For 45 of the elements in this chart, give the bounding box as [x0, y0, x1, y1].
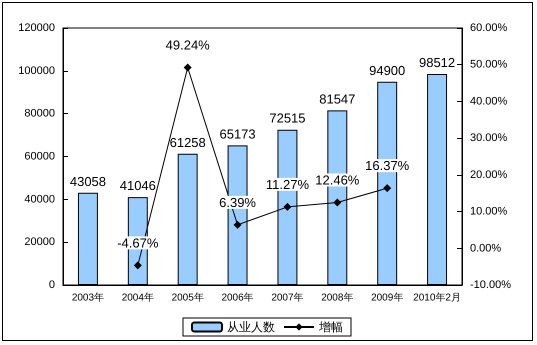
- data-label: -4.67%: [117, 235, 159, 250]
- point: [134, 261, 142, 270]
- data-label: 49.24%: [166, 38, 210, 53]
- x-tick-label: 2004年: [122, 292, 154, 304]
- y2-tick-label: 50.00%: [470, 58, 508, 71]
- data-label: 11.27%: [266, 176, 310, 192]
- data-label: 6.39%: [219, 194, 256, 210]
- data-label: 81547: [319, 91, 356, 106]
- x-tick-label: 2005年: [172, 292, 204, 304]
- data-label: 65173: [219, 126, 256, 142]
- point: [283, 202, 292, 211]
- y2-tick-label: 0.00%: [470, 242, 502, 254]
- data-label: 61258: [170, 134, 206, 150]
- data-label: 43058: [70, 174, 106, 189]
- y2-tick-label: 30.00%: [470, 132, 508, 144]
- point: [383, 184, 392, 192]
- y-tick-label: 0: [48, 279, 55, 291]
- point: [333, 198, 342, 207]
- y-tick-label: 40000: [24, 193, 55, 206]
- data-label: 16.37%: [365, 158, 410, 174]
- y-tick-label: 20000: [24, 236, 55, 248]
- x-tick-label: 2006年: [221, 292, 254, 304]
- data-label: 72515: [269, 110, 306, 126]
- x-tick-label: 2007年: [271, 292, 304, 304]
- y-tick-label: 100000: [18, 64, 55, 77]
- y2-tick-label: 60.00%: [470, 22, 508, 34]
- data-label: 12.46%: [315, 172, 360, 188]
- data-label: 98512: [418, 55, 456, 70]
- y2-tick-label: 20.00%: [470, 168, 508, 181]
- y2-tick-label: -10.00%: [470, 279, 512, 291]
- x-tick-label: 2003年: [72, 292, 104, 304]
- y-tick-label: 60000: [24, 150, 55, 162]
- y-tick-label: 120000: [18, 22, 55, 34]
- data-label: 94900: [369, 62, 406, 78]
- legend-label: 从业人数: [227, 320, 275, 334]
- data-label: 41046: [120, 178, 156, 194]
- point: [234, 220, 242, 229]
- point: [184, 64, 192, 72]
- x-tick-label: 2010年2月: [413, 292, 461, 304]
- x-tick-label: 2009年: [371, 292, 404, 304]
- y2-tick-label: 10.00%: [470, 206, 508, 218]
- y2-tick-label: 40.00%: [470, 95, 508, 108]
- legend-label: 增幅: [318, 320, 343, 334]
- y-tick-label: 80000: [24, 108, 55, 120]
- x-tick-label: 2008年: [321, 292, 354, 304]
